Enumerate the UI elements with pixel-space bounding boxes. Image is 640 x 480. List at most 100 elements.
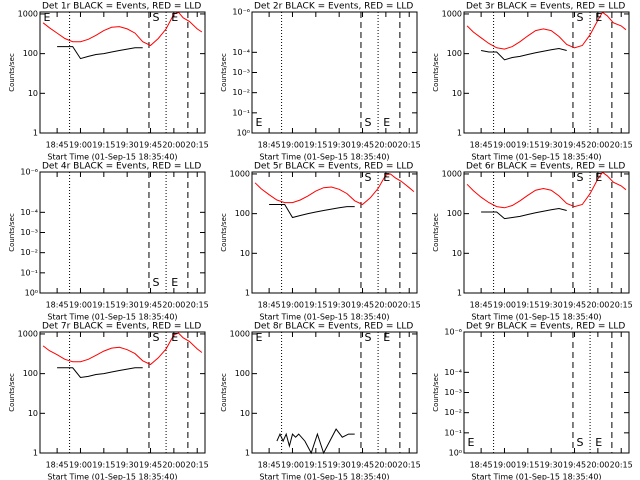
x-tick-label: 18:45 [258,301,281,310]
x-tick-label: 20:00 [586,301,609,310]
x-tick-label: 20:00 [162,301,185,310]
chart-title: Det 9r BLACK = Events, RED = LLD [466,322,625,332]
x-tick-label: 19:00 [493,141,516,150]
y-tick-label: 10 [452,249,462,258]
x-tick-label: 19:45 [139,141,162,150]
chart-title: Det 3r BLACK = Events, RED = LLD [466,2,625,12]
x-tick-label: 20:15 [610,301,633,310]
y-tick-label: 1000 [442,169,462,178]
x-tick-label: 20:15 [610,461,633,470]
plot-frame [39,331,206,454]
annotation: E [171,276,178,289]
y-tick-label: 10⁰ [449,449,462,458]
rate-line [57,367,143,379]
annotation: S [153,276,160,289]
x-tick-label: 19:45 [351,301,374,310]
y-tick-label: 1000 [18,329,38,338]
x-tick-label: 19:15 [92,461,115,470]
y-axis-label: Counts/sec [432,53,440,92]
y-tick-label: 10⁻² [20,248,38,257]
annotation: S [577,11,584,24]
x-tick-label: 18:45 [470,141,493,150]
y-axis-label: Counts/sec [220,213,228,252]
y-tick-label: 1000 [230,329,250,338]
y-tick-label: 10 [452,89,462,98]
rate-line [276,428,355,455]
chart-title: Det 2r BLACK = Events, RED = LLD [254,2,413,12]
x-tick-label: 20:00 [162,461,185,470]
y-tick-label: 10 [28,89,38,98]
x-tick-label: 19:30 [328,301,351,310]
x-tick-label: 19:45 [351,461,374,470]
y-tick-label: 10⁻² [444,408,462,417]
y-axis-label: Counts/sec [220,373,228,412]
annotation: S [365,171,372,184]
x-tick-label: 19:30 [328,461,351,470]
y-tick-label: 1 [33,449,38,458]
x-tick-label: 19:00 [69,301,92,310]
y-tick-label: 10⁻¹ [444,428,462,437]
x-tick-label: 18:45 [470,461,493,470]
x-axis-label: Start Time (01-Sep-15 18:35:40) [47,313,177,322]
x-tick-label: 19:45 [563,301,586,310]
x-tick-label: 19:30 [328,141,351,150]
y-tick-label: 100 [23,369,38,378]
y-axis-label: Counts/sec [432,213,440,252]
x-tick-label: 19:15 [304,461,327,470]
y-tick-label: 10⁻⁶ [444,328,462,337]
x-tick-label: 19:30 [540,461,563,470]
chart-title: Det 6r BLACK = Events, RED = LLD [466,162,625,172]
annotation: E [383,331,390,344]
y-tick-label: 100 [235,209,250,218]
x-tick-label: 19:15 [516,301,539,310]
annotation: E [383,116,390,129]
y-tick-label: 1000 [442,9,462,18]
annotation: E [256,116,263,129]
annotation: E [383,171,390,184]
x-tick-label: 19:45 [139,301,162,310]
y-tick-label: 10 [28,409,38,418]
annotation: E [256,331,263,344]
rate-line [254,173,415,206]
x-tick-label: 19:30 [540,141,563,150]
y-tick-label: 1 [33,129,38,138]
y-tick-label: 100 [235,369,250,378]
y-tick-label: 100 [447,49,462,58]
x-tick-label: 19:15 [516,461,539,470]
x-tick-label: 20:15 [186,301,209,310]
x-tick-label: 19:00 [281,301,304,310]
annotation: S [577,436,584,449]
x-axis-label: Start Time (01-Sep-15 18:35:40) [259,153,389,162]
plot-frame [251,11,418,134]
plot-frame [463,331,630,454]
y-tick-label: 10⁻³ [20,228,38,237]
x-tick-label: 19:00 [281,461,304,470]
y-tick-label: 10⁻⁴ [444,368,462,377]
y-tick-label: 10⁻⁶ [20,168,38,177]
y-tick-label: 10⁰ [25,289,38,298]
x-tick-label: 19:30 [540,301,563,310]
rate-line [466,171,627,209]
y-axis-label: Counts/sec [8,373,16,412]
annotation: S [153,11,160,24]
x-tick-label: 19:45 [563,141,586,150]
y-tick-label: 1 [457,289,462,298]
annotation: E [44,11,51,24]
x-tick-label: 19:15 [304,301,327,310]
y-tick-label: 100 [447,209,462,218]
x-tick-label: 20:15 [398,141,421,150]
y-tick-label: 10⁻³ [444,388,462,397]
y-axis-label: Counts/sec [220,53,228,92]
y-tick-label: 10 [240,249,250,258]
y-tick-label: 1000 [18,9,38,18]
rate-line [42,11,203,47]
y-tick-label: 1000 [230,169,250,178]
y-tick-label: 10⁻⁴ [20,208,38,217]
x-axis-label: Start Time (01-Sep-15 18:35:40) [471,153,601,162]
annotation: E [595,436,602,449]
x-tick-label: 19:00 [493,301,516,310]
x-axis-label: Start Time (01-Sep-15 18:35:40) [471,313,601,322]
x-tick-label: 19:45 [563,461,586,470]
chart-title: Det 1r BLACK = Events, RED = LLD [42,2,201,12]
